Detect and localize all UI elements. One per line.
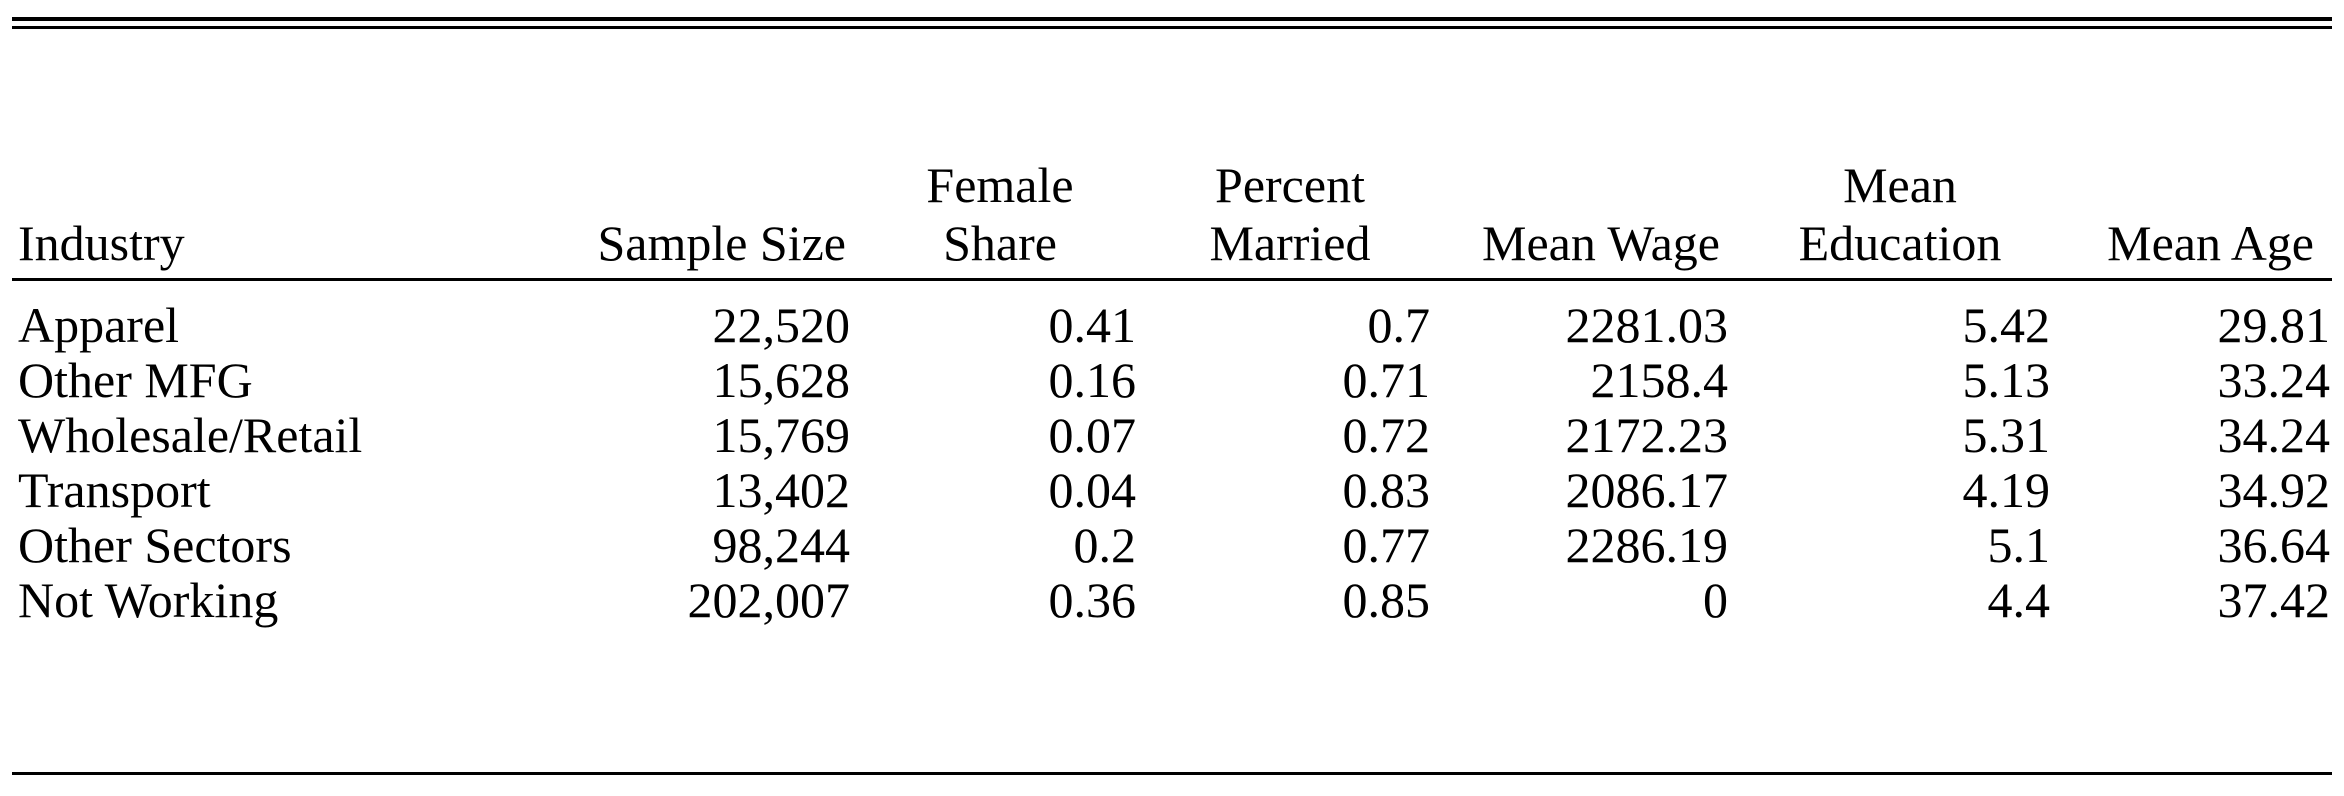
table-cell: 29.81 [2217, 297, 2331, 353]
header-cell-3-line2: Share [943, 215, 1057, 271]
header-cell-1-line2: Industry [18, 215, 185, 271]
header-cell-4-line1: Percent [1215, 157, 1365, 213]
table-cell: 5.42 [1962, 297, 2051, 353]
table-cell: 0.83 [1342, 462, 1431, 518]
table-cell: 202,007 [687, 572, 851, 628]
row-label: Other Sectors [18, 517, 292, 573]
row-label: Not Working [18, 572, 279, 628]
header-cell-4-line2: Married [1209, 215, 1371, 271]
table-cell: 34.24 [2217, 407, 2331, 463]
table-cell: 5.31 [1962, 407, 2051, 463]
table-cell: 0.71 [1342, 352, 1431, 408]
table-cell: 0.77 [1342, 517, 1431, 573]
table-cell: 0.36 [1048, 572, 1137, 628]
table-cell: 0.7 [1367, 297, 1431, 353]
table-cell: 4.19 [1962, 462, 2051, 518]
table-cell: 13,402 [712, 462, 851, 518]
table-cell: 0 [1703, 572, 1728, 628]
table-cell: 2286.19 [1565, 517, 1729, 573]
header-cell-2-line2: Sample Size [597, 215, 846, 271]
top-double-rule-upper [12, 17, 2332, 21]
header-cell-6-line1: Mean [1843, 157, 1957, 213]
top-double-rule-lower [12, 26, 2332, 29]
header-cell-7-line2: Mean Age [2107, 215, 2314, 271]
row-label: Transport [18, 462, 211, 518]
header-cell-6-line2: Education [1798, 215, 2002, 271]
table-cell: 34.92 [2217, 462, 2331, 518]
table-cell: 33.24 [2217, 352, 2331, 408]
table-cell: 2281.03 [1565, 297, 1729, 353]
table-cell: 4.4 [1987, 572, 2051, 628]
table-cell: 0.07 [1048, 407, 1137, 463]
table-cell: 36.64 [2217, 517, 2331, 573]
table-cell: 15,769 [712, 407, 851, 463]
bottom-rule [12, 772, 2332, 775]
table-cell: 0.04 [1048, 462, 1137, 518]
table-cell: 22,520 [712, 297, 851, 353]
row-label: Apparel [18, 297, 180, 353]
table-cell: 2158.4 [1590, 352, 1729, 408]
header-cell-3-line1: Female [926, 157, 1074, 213]
table-cell: 2086.17 [1565, 462, 1729, 518]
row-label: Wholesale/Retail [18, 407, 363, 463]
table-cell: 98,244 [712, 517, 851, 573]
table-cell: 37.42 [2217, 572, 2331, 628]
table-cell: 5.13 [1962, 352, 2051, 408]
header-cell-5-line2: Mean Wage [1481, 215, 1720, 271]
table-cell: 0.2 [1073, 517, 1137, 573]
table-cell: 0.85 [1342, 572, 1431, 628]
table-cell: 0.72 [1342, 407, 1431, 463]
row-label: Other MFG [18, 352, 253, 408]
table-cell: 15,628 [712, 352, 851, 408]
table-cell: 5.1 [1987, 517, 2051, 573]
table-cell: 0.41 [1048, 297, 1137, 353]
table-cell: 0.16 [1048, 352, 1137, 408]
table-cell: 2172.23 [1565, 407, 1729, 463]
header-rule [12, 278, 2332, 281]
